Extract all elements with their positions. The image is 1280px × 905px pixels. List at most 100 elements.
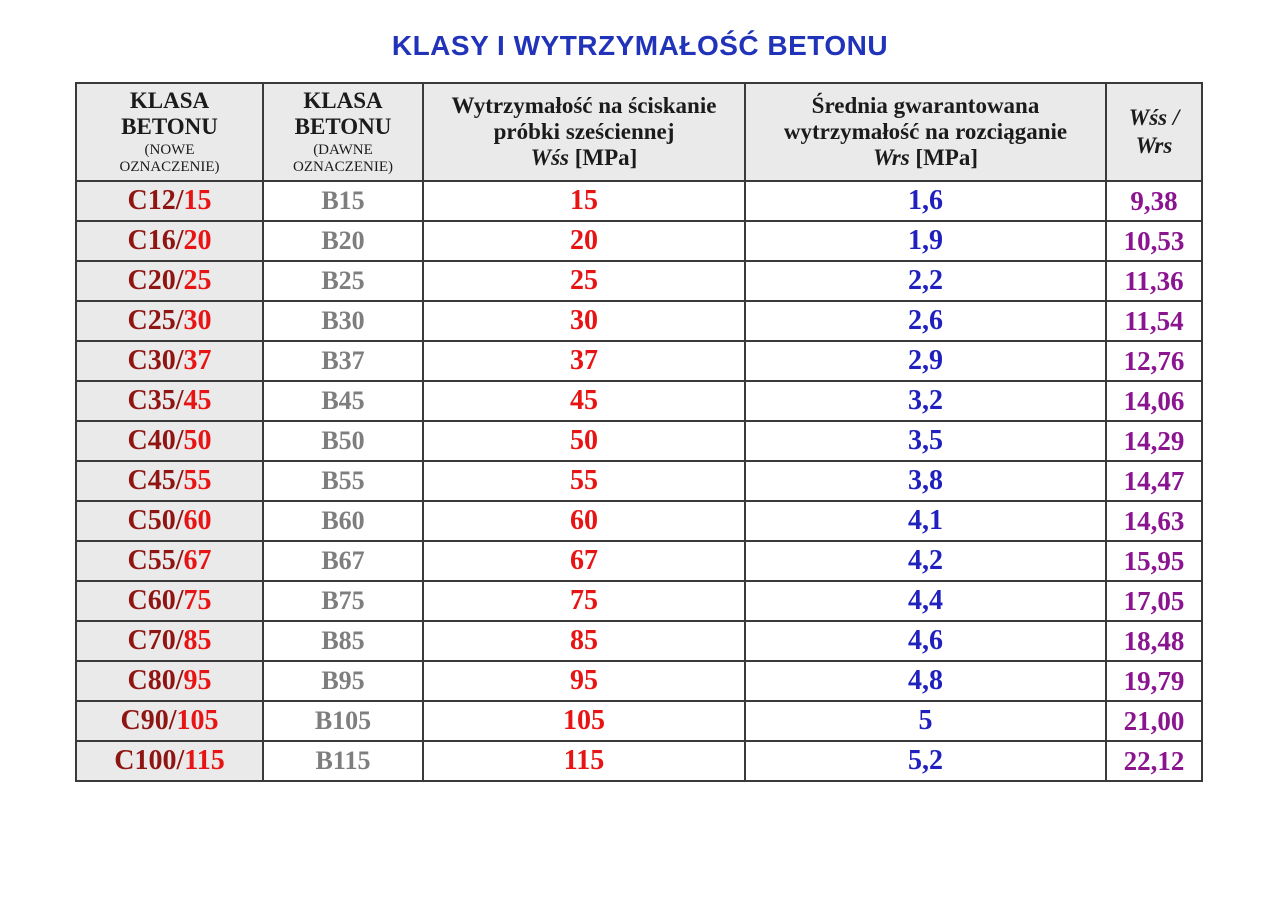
class-new-suffix: 105 <box>176 705 219 736</box>
class-new-suffix: 45 <box>183 385 212 416</box>
cell-wss: 67 <box>422 540 746 582</box>
cell-class-old: B85 <box>262 620 424 662</box>
cell-class-old: B75 <box>262 580 424 622</box>
header-ratio: Wśs / Wrs <box>1105 82 1203 182</box>
cell-class-new: C30/37 <box>75 340 264 382</box>
class-new-prefix: C45/ <box>127 465 184 496</box>
class-new-suffix: 30 <box>183 305 212 336</box>
header-ratio-line2: Wrs <box>1135 133 1173 158</box>
table-row: C45/55 B55 55 3,8 14,47 <box>75 460 1203 502</box>
class-new-suffix: 67 <box>183 545 212 576</box>
table-row: C70/85 B85 85 4,6 18,48 <box>75 620 1203 662</box>
cell-wrs: 3,2 <box>744 380 1107 422</box>
cell-wrs: 1,6 <box>744 180 1107 222</box>
cell-ratio: 11,54 <box>1105 300 1203 342</box>
table-row: C100/115 B115 115 5,2 22,12 <box>75 740 1203 782</box>
class-new-prefix: C55/ <box>127 545 184 576</box>
cell-wss: 85 <box>422 620 746 662</box>
cell-class-old: B60 <box>262 500 424 542</box>
cell-class-old: B45 <box>262 380 424 422</box>
cell-class-old: B55 <box>262 460 424 502</box>
class-new-prefix: C50/ <box>127 505 184 536</box>
class-new-prefix: C90/ <box>120 705 177 736</box>
cell-wss: 45 <box>422 380 746 422</box>
class-new-suffix: 95 <box>183 665 212 696</box>
cell-ratio: 14,47 <box>1105 460 1203 502</box>
cell-wss: 20 <box>422 220 746 262</box>
table-row: C60/75 B75 75 4,4 17,05 <box>75 580 1203 622</box>
class-new-prefix: C80/ <box>127 665 184 696</box>
class-new-prefix: C60/ <box>127 585 184 616</box>
cell-ratio: 15,95 <box>1105 540 1203 582</box>
cell-class-old: B25 <box>262 260 424 302</box>
table-header: KLASA BETONU (NOWE OZNACZENIE) KLASA BET… <box>75 82 1203 182</box>
cell-wss: 30 <box>422 300 746 342</box>
cell-wrs: 5 <box>744 700 1107 742</box>
table-row: C25/30 B30 30 2,6 11,54 <box>75 300 1203 342</box>
table-row: C50/60 B60 60 4,1 14,63 <box>75 500 1203 542</box>
cell-wss: 75 <box>422 580 746 622</box>
cell-class-new: C12/15 <box>75 180 264 222</box>
header-wrs-formula: Wrs [MPa] <box>750 145 1101 171</box>
table-row: C30/37 B37 37 2,9 12,76 <box>75 340 1203 382</box>
class-new-suffix: 50 <box>183 425 212 456</box>
cell-class-old: B30 <box>262 300 424 342</box>
cell-wrs: 2,9 <box>744 340 1107 382</box>
cell-wss: 60 <box>422 500 746 542</box>
class-new-prefix: C16/ <box>127 225 184 256</box>
cell-class-new: C25/30 <box>75 300 264 342</box>
class-new-suffix: 75 <box>183 585 212 616</box>
cell-ratio: 14,29 <box>1105 420 1203 462</box>
cell-class-new: C60/75 <box>75 580 264 622</box>
header-class-old-subtitle: (DAWNE OZNACZENIE) <box>293 141 393 175</box>
cell-wrs: 4,2 <box>744 540 1107 582</box>
class-new-suffix: 85 <box>183 625 212 656</box>
cell-class-old: B15 <box>262 180 424 222</box>
header-wss-title: Wytrzymałość na ściskanie próbki szeście… <box>451 92 717 144</box>
concrete-classes-table: KLASA BETONU (NOWE OZNACZENIE) KLASA BET… <box>75 82 1203 782</box>
cell-ratio: 11,36 <box>1105 260 1203 302</box>
cell-class-old: B105 <box>262 700 424 742</box>
cell-wrs: 5,2 <box>744 740 1107 782</box>
cell-wrs: 3,5 <box>744 420 1107 462</box>
header-ratio-line1: Wśs / <box>1128 105 1180 131</box>
page-title: KLASY I WYTRZYMAŁOŚĆ BETONU <box>391 30 889 61</box>
header-class-new: KLASA BETONU (NOWE OZNACZENIE) <box>75 82 264 182</box>
class-new-suffix: 15 <box>183 185 212 216</box>
cell-ratio: 17,05 <box>1105 580 1203 622</box>
header-wss-symbol: Wśs <box>530 145 570 171</box>
cell-wrs: 4,8 <box>744 660 1107 702</box>
header-wss: Wytrzymałość na ściskanie próbki szeście… <box>422 82 746 182</box>
cell-wss: 25 <box>422 260 746 302</box>
table-row: C16/20 B20 20 1,9 10,53 <box>75 220 1203 262</box>
class-new-suffix: 20 <box>183 225 212 256</box>
class-new-prefix: C12/ <box>127 185 184 216</box>
header-row: KLASA BETONU (NOWE OZNACZENIE) KLASA BET… <box>75 82 1203 182</box>
header-wrs-title: Średnia gwarantowana wytrzymałość na roz… <box>783 92 1068 144</box>
cell-ratio: 12,76 <box>1105 340 1203 382</box>
cell-wrs: 3,8 <box>744 460 1107 502</box>
cell-class-old: B20 <box>262 220 424 262</box>
cell-class-new: C16/20 <box>75 220 264 262</box>
class-new-prefix: C40/ <box>127 425 184 456</box>
cell-wss: 55 <box>422 460 746 502</box>
cell-class-new: C80/95 <box>75 660 264 702</box>
cell-class-old: B37 <box>262 340 424 382</box>
cell-ratio: 9,38 <box>1105 180 1203 222</box>
cell-ratio: 19,79 <box>1105 660 1203 702</box>
cell-wss: 50 <box>422 420 746 462</box>
cell-class-new: C40/50 <box>75 420 264 462</box>
header-wss-unit: [MPa] <box>574 145 638 171</box>
header-class-new-subtitle: (NOWE OZNACZENIE) <box>119 141 220 175</box>
cell-wrs: 4,4 <box>744 580 1107 622</box>
cell-wrs: 4,1 <box>744 500 1107 542</box>
cell-class-old: B67 <box>262 540 424 582</box>
class-new-prefix: C30/ <box>127 345 184 376</box>
header-wss-formula: Wśs [MPa] <box>428 145 740 171</box>
header-wrs-symbol: Wrs <box>873 145 910 171</box>
cell-wss: 95 <box>422 660 746 702</box>
cell-wss: 115 <box>422 740 746 782</box>
cell-class-old: B115 <box>262 740 424 782</box>
cell-ratio: 14,63 <box>1105 500 1203 542</box>
